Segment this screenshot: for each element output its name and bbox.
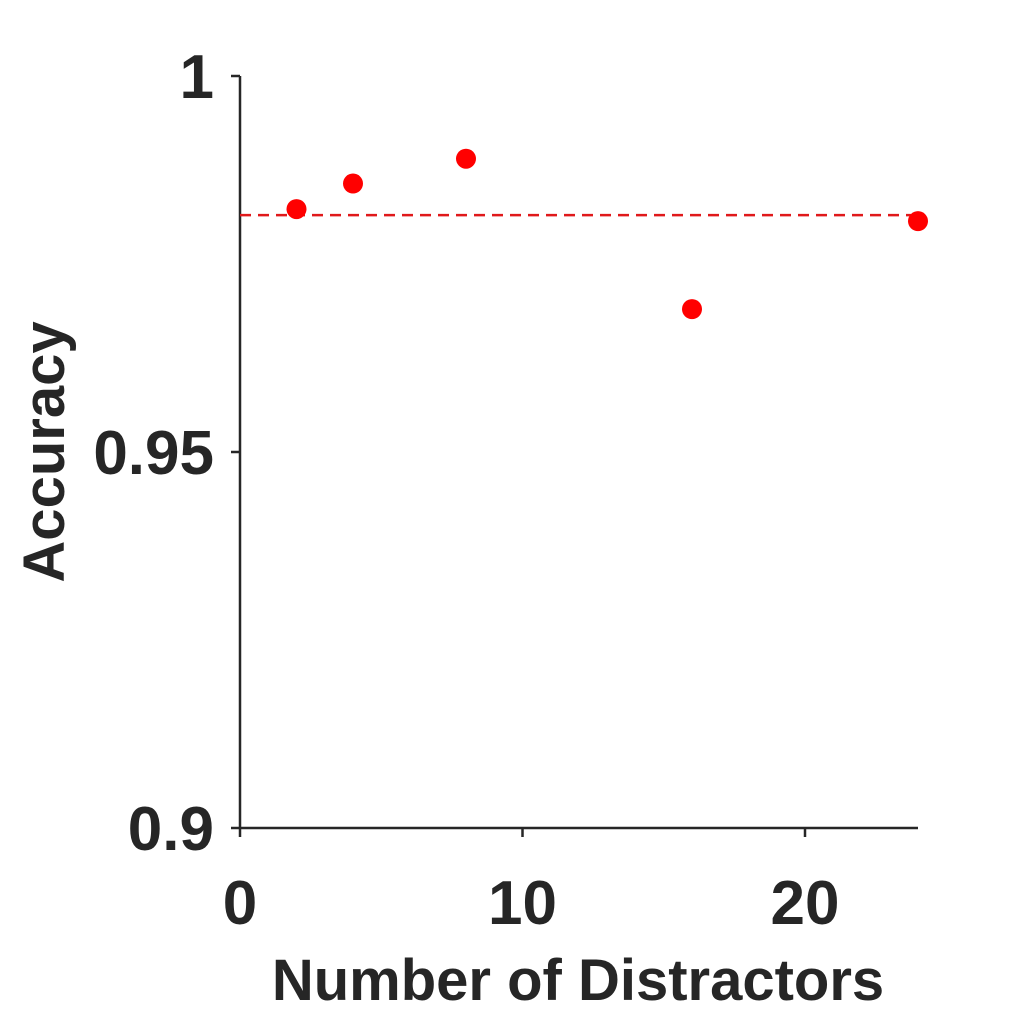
data-point bbox=[343, 173, 363, 194]
x-tick-label: 0 bbox=[223, 869, 257, 938]
data-point bbox=[286, 199, 307, 220]
x-axis-title: Number of Distractors bbox=[272, 948, 884, 1013]
axes bbox=[231, 74, 918, 837]
y-tick-label: 0.95 bbox=[93, 419, 214, 488]
data-points bbox=[286, 148, 928, 320]
x-tick-label: 20 bbox=[771, 869, 840, 938]
data-point bbox=[456, 148, 476, 169]
data-point bbox=[682, 299, 702, 320]
data-point bbox=[908, 211, 928, 232]
y-tick-label: 1 bbox=[180, 43, 214, 112]
x-tick-label: 10 bbox=[488, 869, 557, 938]
y-axis-title: Accuracy bbox=[12, 321, 77, 582]
y-tick-label: 0.9 bbox=[128, 795, 214, 864]
